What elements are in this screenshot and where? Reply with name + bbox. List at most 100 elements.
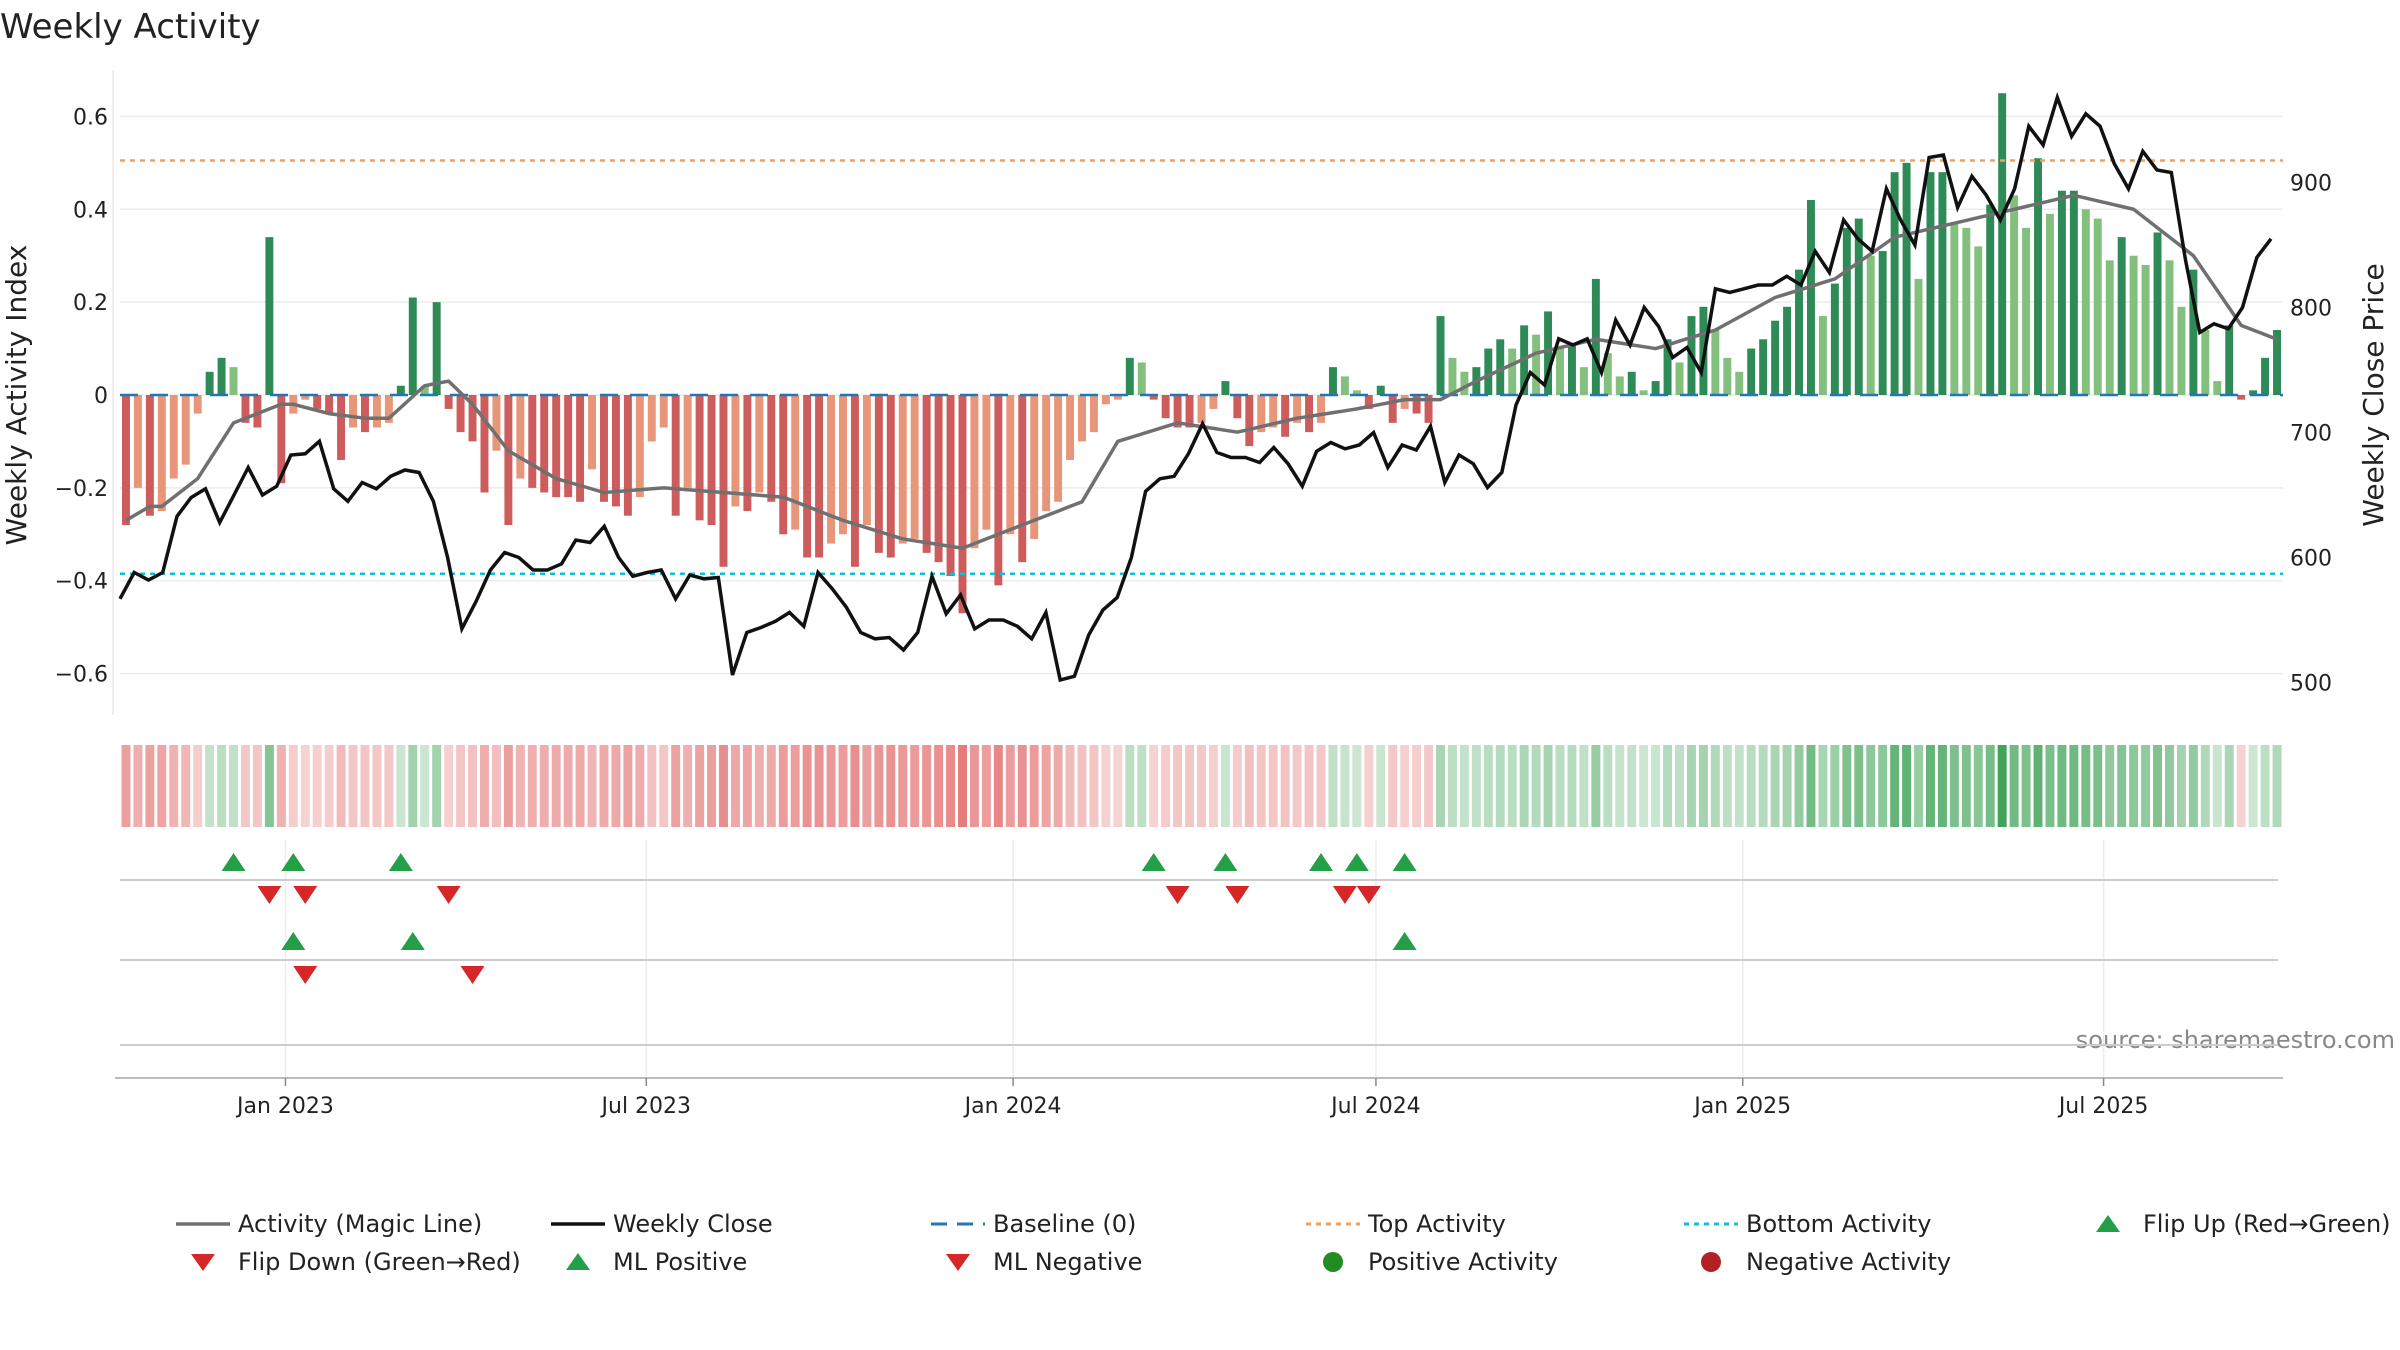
x-axis: Jan 2023 Jul 2023 Jan 2024 Jul 2024 Jan 2025…	[235, 1078, 2148, 1119]
heat-cell	[1758, 745, 1768, 827]
heat-cell	[969, 745, 979, 827]
activity-bar	[1938, 172, 1947, 395]
x-tick-label: Jul 2024	[1329, 1094, 1421, 1119]
heat-cell	[527, 745, 537, 827]
heat-cell	[133, 745, 143, 827]
legend-swatch	[946, 1254, 970, 1271]
activity-bar	[982, 395, 991, 530]
heat-cell	[2033, 745, 2043, 827]
activity-bar	[970, 395, 979, 549]
heat-cell	[384, 745, 394, 827]
activity-bar	[671, 395, 680, 516]
activity-bar	[767, 395, 776, 502]
heat-cell	[1244, 745, 1254, 827]
heat-cell	[814, 745, 824, 827]
legend-down-triangle	[946, 1254, 970, 1271]
heat-cell	[683, 745, 693, 827]
legend-swatch	[566, 1253, 590, 1270]
heat-cell	[922, 745, 932, 827]
activity-bar	[229, 367, 238, 395]
heat-cell	[563, 745, 573, 827]
heat-cell	[229, 745, 239, 827]
heat-cell	[408, 745, 418, 827]
heat-cell	[647, 745, 657, 827]
activity-bar	[1603, 353, 1612, 395]
heat-cell	[2069, 745, 2079, 827]
heat-cell	[874, 745, 884, 827]
heat-cell	[1400, 745, 1410, 827]
activity-bar	[1830, 283, 1839, 395]
activity-bar	[1627, 371, 1636, 395]
heat-cell	[1459, 745, 1469, 827]
activity-bar	[1914, 278, 1923, 395]
heat-cell	[2188, 745, 2198, 827]
activity-bar	[719, 395, 728, 567]
heat-cell	[205, 745, 215, 827]
flip-up-marker	[1141, 853, 1166, 871]
heat-cell	[766, 745, 776, 827]
activity-bar	[2105, 260, 2114, 395]
heat-cell	[730, 745, 740, 827]
heat-cell	[575, 745, 585, 827]
heat-cell	[862, 745, 872, 827]
heat-cell	[1985, 745, 1995, 827]
activity-bar	[1054, 395, 1063, 502]
y-tick-label-right: 800	[2290, 297, 2332, 322]
activity-bar	[1950, 223, 1959, 395]
heat-cell	[1495, 745, 1505, 827]
heat-cell	[1555, 745, 1565, 827]
activity-bar	[1340, 376, 1349, 395]
activity-bar	[396, 385, 405, 395]
activity-bar	[1089, 395, 1098, 433]
activity-bar	[576, 395, 585, 502]
activity-bar	[1735, 371, 1744, 395]
heat-cell	[241, 745, 250, 827]
heat-cell	[1710, 745, 1720, 827]
activity-bar	[2129, 255, 2138, 395]
heat-cell	[468, 745, 478, 827]
activity-bar	[1269, 395, 1278, 428]
x-tick-label: Jul 2025	[2057, 1094, 2149, 1119]
flip-up-marker	[1309, 853, 1334, 871]
heat-cell	[1089, 745, 1099, 827]
activity-bar	[2034, 158, 2042, 395]
activity-bar	[1173, 395, 1182, 428]
activity-bar	[1185, 395, 1194, 428]
heat-cell	[958, 745, 967, 827]
activity-bar	[217, 357, 226, 395]
heat-cell	[1675, 745, 1684, 827]
heat-cell	[1651, 745, 1661, 827]
flip-up-marker	[1344, 853, 1369, 871]
heat-cell	[1639, 745, 1649, 827]
activity-bar	[1926, 172, 1935, 395]
heat-cell	[1830, 745, 1840, 827]
legend-swatch	[1701, 1252, 1721, 1272]
activity-bar	[934, 395, 943, 563]
heat-cell	[2200, 745, 2210, 827]
activity-bar	[552, 395, 561, 498]
heat-cell	[1794, 745, 1804, 827]
heat-cell	[719, 745, 728, 827]
heat-cell	[1017, 745, 1027, 827]
heat-cell	[157, 745, 167, 827]
heat-cell	[1686, 745, 1696, 827]
heat-cell	[1925, 745, 1935, 827]
heat-cell	[515, 745, 525, 827]
activity-bar	[504, 395, 513, 525]
heat-cell	[2236, 745, 2246, 827]
activity-bar	[611, 395, 620, 507]
activity-bar	[922, 395, 931, 553]
activity-bar	[2261, 357, 2270, 395]
y-tick-label-left: 0.6	[73, 105, 108, 130]
activity-bar	[874, 395, 883, 553]
heat-cell	[707, 745, 717, 827]
activity-bar	[839, 395, 847, 535]
activity-bar	[122, 395, 130, 525]
activity-bar	[372, 395, 381, 428]
activity-bar	[1615, 376, 1624, 395]
activity-bar	[528, 395, 537, 488]
y-tick-label-left: 0.4	[73, 198, 108, 223]
activity-bar	[2045, 213, 2054, 395]
heat-cell	[981, 745, 991, 827]
